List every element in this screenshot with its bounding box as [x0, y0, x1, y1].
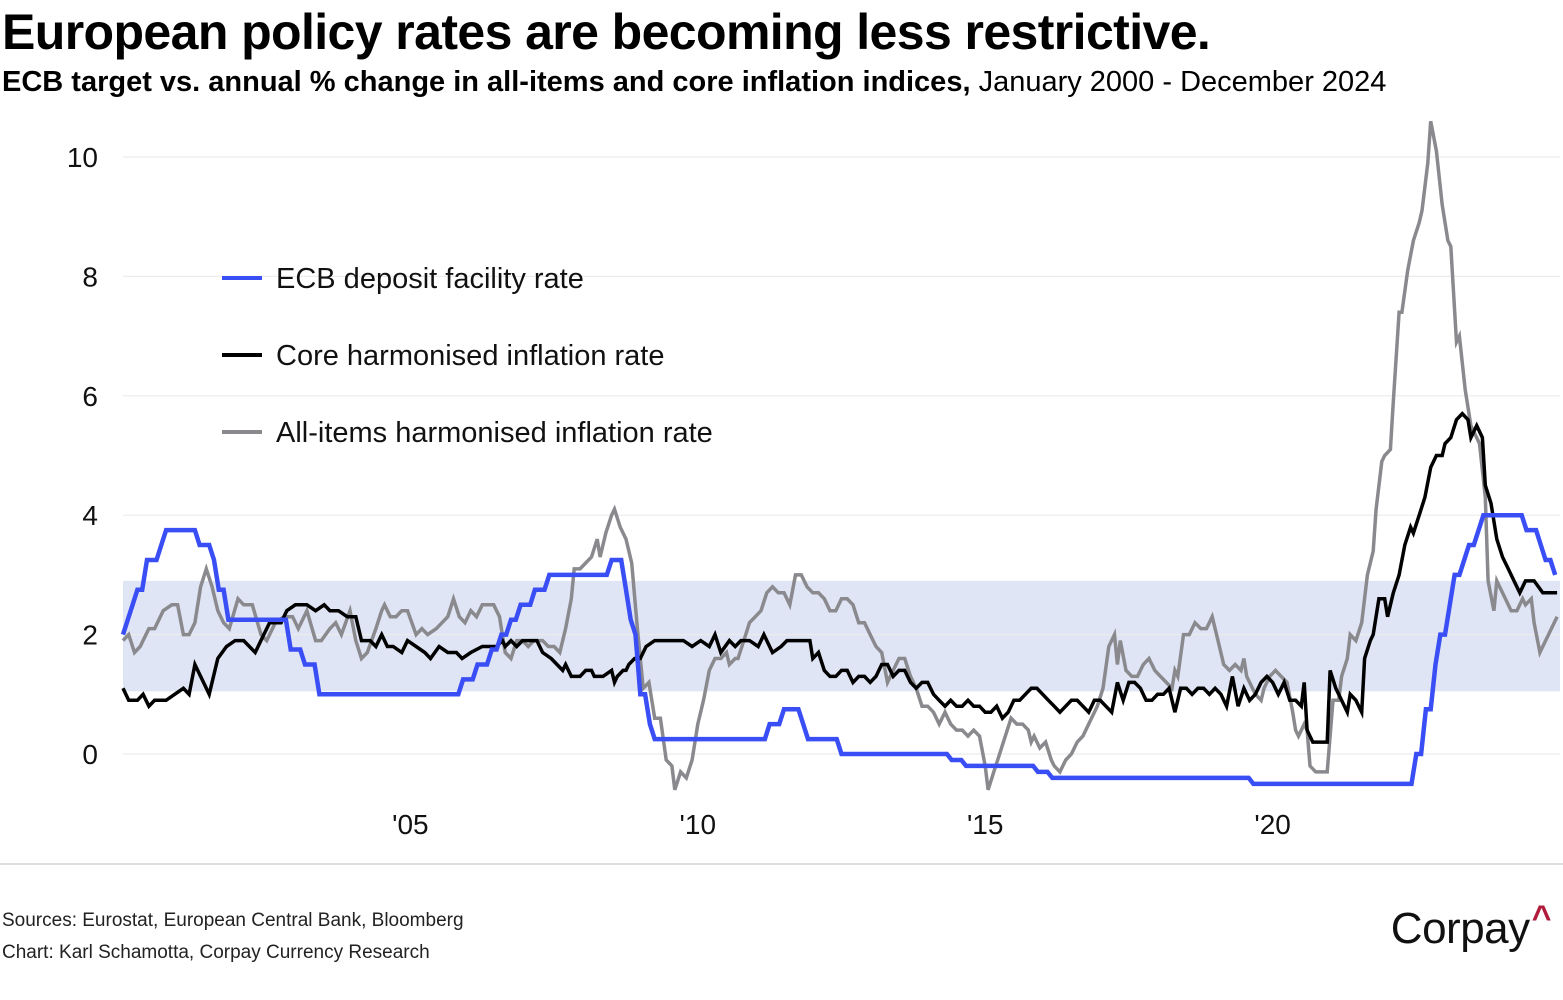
- x-axis-ticks: '05 '10 '15 '20: [392, 809, 1291, 840]
- subtitle-date-range: January 2000 - December 2024: [978, 66, 1387, 98]
- x-tick-label: '10: [680, 809, 717, 840]
- series-line-headline: [121, 120, 1559, 791]
- x-tick-label: '20: [1254, 809, 1291, 840]
- x-tick-label: '05: [392, 809, 429, 840]
- chart-title: European policy rates are becoming less …: [2, 4, 1211, 60]
- legend: ECB deposit facility rate Core harmonised…: [222, 263, 713, 449]
- legend-item-ecb: ECB deposit facility rate: [222, 263, 584, 295]
- y-tick-label: 8: [82, 261, 98, 292]
- y-tick-label: 10: [67, 142, 98, 173]
- legend-item-core: Core harmonised inflation rate: [222, 340, 664, 372]
- series-lines: [120, 120, 1559, 791]
- series-line-core: [121, 411, 1558, 744]
- legend-item-headline: All-items harmonised inflation rate: [222, 417, 713, 449]
- subtitle-description: ECB target vs. annual % change in all-it…: [2, 66, 971, 98]
- legend-label-core: Core harmonised inflation rate: [276, 340, 664, 372]
- sources-note: Sources: Eurostat, European Central Bank…: [2, 910, 464, 931]
- logo-caret-icon: ^: [1531, 899, 1552, 937]
- corpay-logo: Corpay^: [1390, 899, 1552, 954]
- y-tick-label: 6: [82, 381, 98, 412]
- series-line-ecb: [120, 512, 1558, 787]
- chart-subtitle: ECB target vs. annual % change in all-it…: [2, 64, 1386, 100]
- x-tick-label: '15: [967, 809, 1004, 840]
- chart-credit: Chart: Karl Schamotta, Corpay Currency R…: [2, 942, 430, 963]
- y-axis-ticks: 0 2 4 6 8 10: [67, 142, 98, 770]
- legend-label-headline: All-items harmonised inflation rate: [276, 417, 713, 449]
- y-tick-label: 0: [82, 739, 98, 770]
- legend-label-ecb: ECB deposit facility rate: [276, 263, 584, 295]
- y-tick-label: 4: [82, 500, 98, 531]
- y-tick-label: 2: [82, 620, 98, 651]
- logo-wordmark: Corpay: [1390, 904, 1530, 953]
